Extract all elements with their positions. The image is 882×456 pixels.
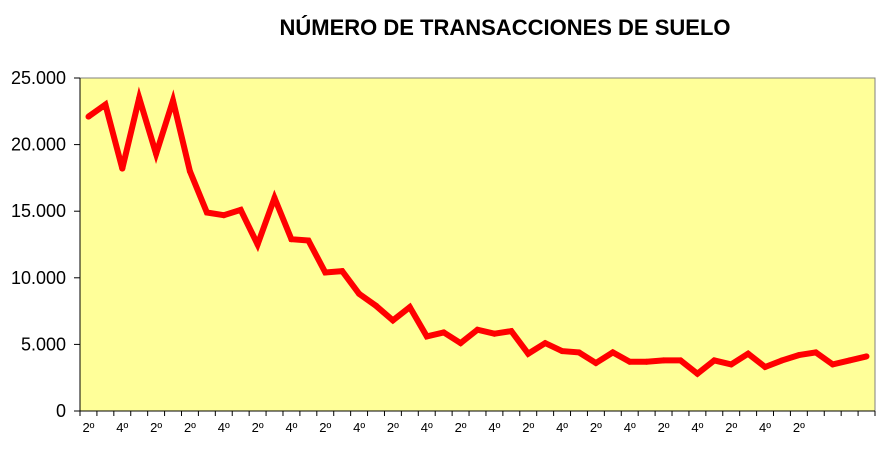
y-tick-label: 0	[56, 401, 66, 421]
data-point	[660, 357, 667, 364]
x-tick-label: 2º	[387, 420, 399, 435]
data-point	[491, 330, 498, 337]
data-point	[626, 358, 633, 365]
x-tick-label: 2º	[82, 420, 94, 435]
data-point	[406, 304, 413, 311]
x-tick-label: 2º	[793, 420, 805, 435]
x-tick-label: 2º	[658, 420, 670, 435]
data-point	[186, 168, 193, 175]
x-tick-label: 4º	[556, 420, 568, 435]
y-tick-label: 25.000	[11, 68, 66, 88]
x-tick-label: 4º	[691, 420, 703, 435]
x-tick-label: 2º	[522, 420, 534, 435]
data-point	[440, 329, 447, 336]
x-tick-label: 4º	[218, 420, 230, 435]
x-tick-label: 2º	[150, 420, 162, 435]
data-point	[643, 358, 650, 365]
x-tick-label: 2º	[184, 420, 196, 435]
data-point	[559, 348, 566, 355]
x-tick-label: 2º	[455, 420, 467, 435]
data-point	[423, 333, 430, 340]
x-tick-label: 4º	[759, 420, 771, 435]
data-point	[203, 209, 210, 216]
data-point	[728, 361, 735, 368]
x-tick-label: 4º	[421, 420, 433, 435]
y-tick-label: 15.000	[11, 201, 66, 221]
data-point	[542, 340, 549, 347]
x-tick-label: 4º	[624, 420, 636, 435]
data-point	[136, 95, 143, 101]
data-point	[271, 194, 278, 201]
x-tick-label: 2º	[252, 420, 264, 435]
data-point	[762, 364, 769, 370]
x-tick-label: 2º	[725, 420, 737, 435]
y-tick-label: 10.000	[11, 268, 66, 288]
data-point	[102, 101, 109, 108]
data-point	[457, 340, 464, 347]
data-point	[779, 357, 785, 364]
x-tick-label: 4º	[488, 420, 500, 435]
data-point	[356, 290, 363, 297]
data-point	[474, 326, 481, 333]
data-point	[711, 357, 718, 364]
data-point	[220, 212, 227, 219]
data-point	[576, 349, 582, 356]
data-point	[373, 302, 379, 309]
x-tick-label: 4º	[353, 420, 365, 435]
x-axis: 2º 4º 2º 2º 4º 2º 4º 2º 4º 2º 4º 2º 4º 2º 4º 2º 4º 2º 4º 2º…	[79, 410, 876, 435]
data-point	[254, 241, 261, 248]
data-point	[795, 352, 802, 359]
data-point	[305, 237, 312, 244]
y-tick-label: 5.000	[21, 334, 66, 354]
data-point	[508, 328, 515, 335]
x-tick-label: 4º	[116, 420, 128, 435]
data-point	[237, 206, 244, 213]
x-tick-label: 2º	[590, 420, 602, 435]
data-point	[322, 269, 329, 276]
data-point	[153, 150, 160, 157]
data-point	[829, 361, 836, 368]
data-point	[694, 370, 701, 377]
data-point	[863, 353, 870, 360]
y-tick-label: 20.000	[11, 135, 66, 155]
series-layer	[85, 86, 870, 378]
data-point	[389, 317, 396, 324]
data-point	[677, 357, 684, 364]
y-axis: 0 5.000 10.000 15.000 20.000 25.000	[11, 68, 81, 421]
data-point	[85, 113, 92, 120]
x-tick-label: 2º	[319, 420, 331, 435]
data-point	[119, 165, 126, 172]
data-point	[170, 97, 176, 104]
data-point	[339, 268, 346, 275]
data-point	[812, 349, 819, 356]
data-point	[288, 236, 295, 243]
chart-title: NÚMERO DE TRANSACCIONES DE SUELO	[279, 15, 730, 40]
data-point	[846, 357, 853, 364]
data-point	[525, 350, 532, 357]
data-point	[592, 360, 599, 366]
x-tick-label: 4º	[285, 420, 297, 435]
data-point	[745, 350, 752, 357]
data-point	[609, 349, 616, 356]
